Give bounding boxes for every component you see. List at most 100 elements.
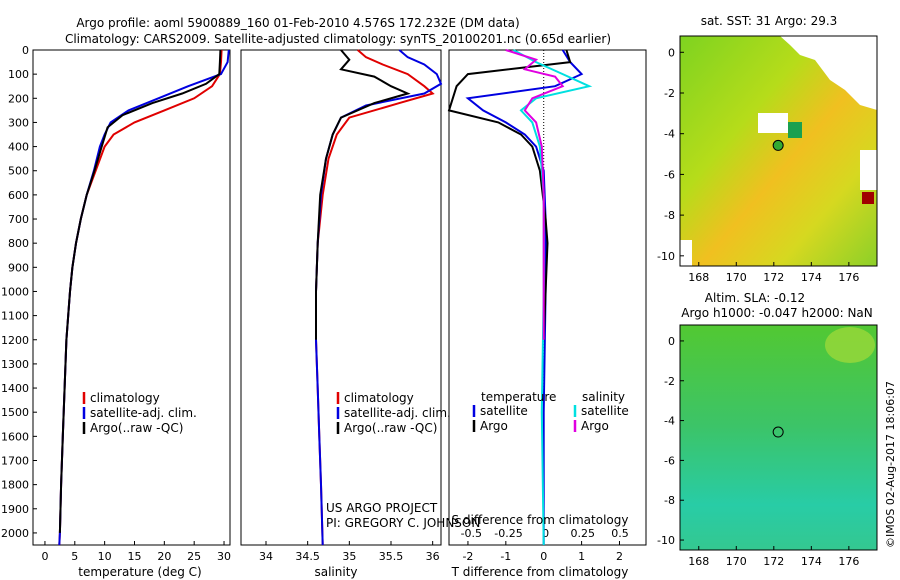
map-y-tick-label: -6 [664,454,675,467]
sla-map-frame [679,324,878,551]
x-tick-label: 0 [41,550,48,563]
x-tick-label: 0 [540,550,547,563]
map-y-tick-label: -8 [664,209,675,222]
map-y-tick-label: -4 [664,415,675,428]
y-tick-label: 600 [8,189,29,202]
y-tick-label: 2000 [1,527,29,540]
x-tick-label: 20 [157,550,171,563]
x2-tick-label: 0 [542,527,549,540]
series-line-salinity-argo [505,49,565,340]
map-x-tick-label: 170 [726,271,747,284]
x-tick-label: 10 [98,550,112,563]
y-tick-label: 1800 [1,479,29,492]
float-location-marker [772,426,784,438]
difference-legend: temperature salinity satellite Argo sate… [472,390,629,433]
y-tick-label: 100 [8,68,29,81]
sst-cloud-mask [860,150,877,190]
x-tick-label: 35.5 [379,550,404,563]
y-tick-label: 1900 [1,503,29,516]
x-tick-label: -1 [500,550,511,563]
temperature-chart: 0 5 10 15 20 25 300100200300400500600700800900… [1,44,231,563]
map-y-tick-label: 0 [668,335,675,348]
x-tick-label: 35 [342,550,356,563]
map-x-tick-label: 172 [763,555,784,568]
sla-map-title-2: Argo h1000: -0.047 h2000: NaN [681,306,873,320]
map-y-tick-label: -2 [664,375,675,388]
y-tick-label: 1700 [1,454,29,467]
map-x-tick-label: 174 [801,271,822,284]
series-line-climatology [58,49,223,546]
sst-map [679,35,878,267]
x-tick-label: 2 [616,550,623,563]
y-tick-label: 700 [8,213,29,226]
series-line-argo-raw-qc- [58,49,222,533]
title-line-1: Argo profile: aoml 5900889_160 01-Feb-20… [76,16,519,30]
map-y-tick-label: -4 [664,128,675,141]
x2-tick-label: -0.25 [494,527,522,540]
legend-label-climatology: climatology [344,391,414,405]
series-line-satellite-adj-clim- [315,49,443,546]
map-x-tick-label: 176 [838,271,859,284]
x2-tick-label: 0.25 [571,527,596,540]
salinity-legend: climatology satellite-adj. clim. Argo(..… [336,391,451,435]
legend-label-temp-satellite: satellite [480,404,528,418]
temperature-plot-frame [32,49,231,546]
map-y-tick-label: -6 [664,168,675,181]
y-tick-label: 1500 [1,406,29,419]
series-line-salinity-satellite [512,49,593,546]
x-tick-label: 5 [71,550,78,563]
series-line-temperature-satellite [465,49,584,545]
difference-chart: -2 -1 0 1 2 -0.5 -0.25 0 0.25 0.5 [447,49,629,563]
series-line-argo-raw-qc- [315,49,411,340]
legend-label-satellite: satellite-adj. clim. [344,406,451,420]
x-tick-label: -2 [462,550,473,563]
series-line-satellite-adj-clim- [58,49,230,546]
legend-label-argo: Argo(..raw -QC) [90,421,183,435]
series-line-climatology [315,49,435,546]
map-y-tick-label: -10 [657,534,675,547]
x-tick-label: 25 [187,550,201,563]
temperature-x-label: temperature (deg C) [78,565,201,579]
project-label: US ARGO PROJECT [326,501,438,515]
x2-tick-label: -0.5 [461,527,482,540]
y-tick-label: 500 [8,165,29,178]
legend-label-argo: Argo(..raw -QC) [344,421,437,435]
map-y-tick-label: -10 [657,250,675,263]
x-tick-label: 15 [127,550,141,563]
difference-plot-frame [448,49,647,546]
y-tick-label: 1200 [1,334,29,347]
legend-label-satellite: satellite-adj. clim. [90,406,197,420]
sst-cloud-mask [758,113,788,133]
difference-top-x-label: S difference from climatology [452,513,629,527]
sla-map-axes: 168 170 172 174 176 0 -2 -4 -6 -8 -10 [657,335,859,568]
y-tick-label: 900 [8,261,29,274]
x-tick-label: 1 [578,550,585,563]
sst-map-axes: 168 170 172 174 176 0 -2 -4 -6 -8 -10 [657,46,859,284]
x-tick-label: 34 [259,550,273,563]
y-tick-label: 800 [8,237,29,250]
y-tick-label: 400 [8,141,29,154]
sst-warm-patch [862,192,874,204]
sla-map-title-1: Altim. SLA: -0.12 [705,291,805,305]
map-y-tick-label: -2 [664,87,675,100]
y-tick-label: 300 [8,116,29,129]
map-y-tick-label: -8 [664,494,675,507]
x-tick-label: 30 [217,550,231,563]
credit-text: ©IMOS 02-Aug-2017 18:06:07 [884,381,897,548]
legend-title-temperature: temperature [481,390,556,404]
legend-label-sal-argo: Argo [581,419,609,433]
map-x-tick-label: 174 [801,555,822,568]
y-tick-label: 200 [8,92,29,105]
sst-cloud-mask [680,240,692,266]
legend-title-salinity: salinity [582,390,625,404]
sst-map-title: sat. SST: 31 Argo: 29.3 [701,14,838,28]
x2-tick-label: 0.5 [611,527,629,540]
map-x-tick-label: 170 [726,555,747,568]
x-tick-label: 36 [426,550,440,563]
x-tick-label: 34.5 [295,550,320,563]
y-tick-label: 1000 [1,285,29,298]
salinity-chart: 34 34.5 35 35.5 36 [259,49,443,563]
y-tick-label: 1300 [1,358,29,371]
difference-x-label: T difference from climatology [451,565,629,579]
